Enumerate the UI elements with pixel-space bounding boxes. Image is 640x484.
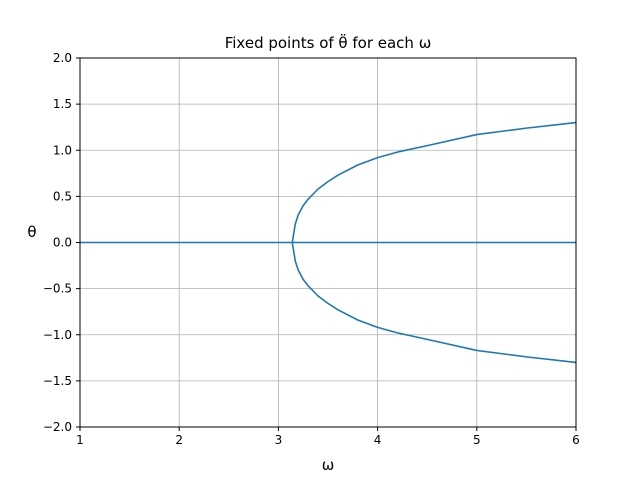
y-tick-label: 1.0 (53, 143, 72, 157)
y-tick-label: −2.0 (43, 420, 72, 434)
x-tick-label: 2 (175, 433, 183, 447)
x-axis-label: ω (322, 456, 335, 474)
x-tick-label: 5 (473, 433, 481, 447)
y-tick-label: −1.0 (43, 328, 72, 342)
x-tick-label: 6 (572, 433, 580, 447)
y-tick-label: 0.5 (53, 189, 72, 203)
y-tick-label: 1.5 (53, 97, 72, 111)
y-axis-label: θ (27, 223, 36, 241)
y-tick-label: −0.5 (43, 282, 72, 296)
series-layer (80, 121, 577, 364)
y-tick-label: 0.0 (53, 236, 72, 250)
ticks: 1 2 3 4 5 6 2.0 1.5 1.0 0.5 0.0 −0.5 −1.0 −1.5 −2.0 (43, 51, 580, 447)
y-tick-label: 2.0 (53, 51, 72, 65)
x-tick-label: 1 (76, 433, 84, 447)
x-tick-label: 4 (374, 433, 382, 447)
chart-title: Fixed points of θ̈ for each ω (225, 32, 432, 52)
y-tick-label: −1.5 (43, 374, 72, 388)
series-line-branch (291, 121, 577, 364)
x-tick-label: 3 (275, 433, 283, 447)
